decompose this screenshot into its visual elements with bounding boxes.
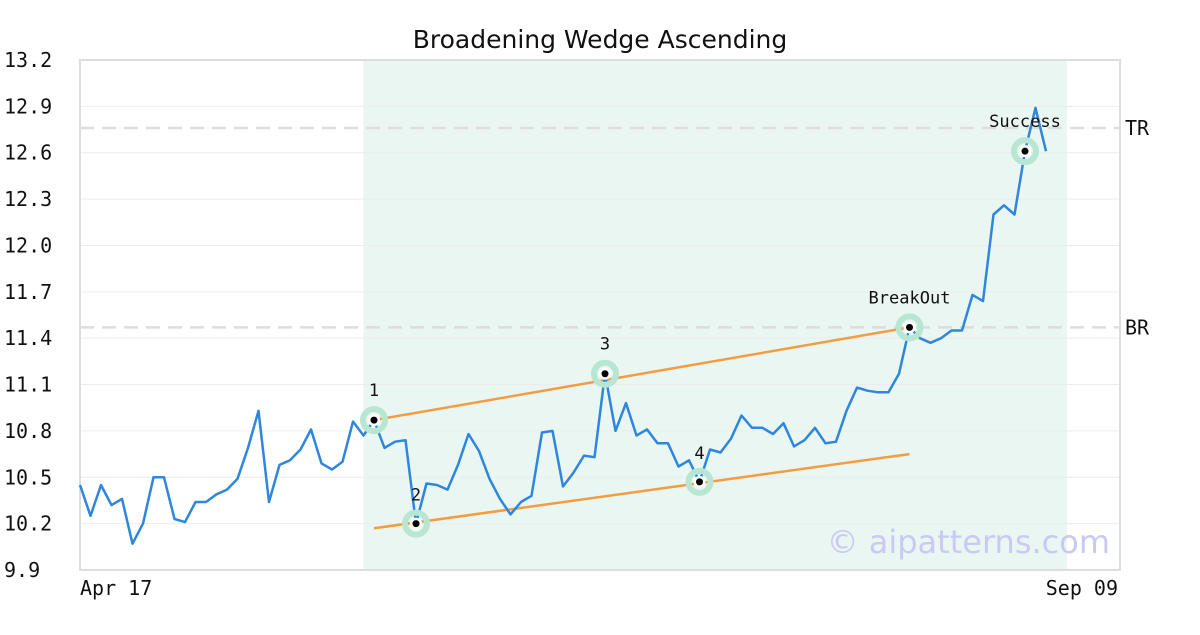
point-label: 3 (600, 335, 610, 355)
point-ring (402, 509, 430, 538)
trendlines (373, 326, 910, 530)
y-tick-label: 12.6 (4, 141, 52, 165)
point-dot (1021, 147, 1029, 155)
x-tick-label: Apr 17 (80, 576, 152, 600)
y-tick-label: 13.2 (4, 48, 52, 72)
y-tick-label: 10.2 (4, 512, 52, 536)
point-ring (1011, 137, 1039, 166)
series (78, 106, 1048, 545)
y-tick-label: 12.9 (4, 94, 52, 118)
point-dot (906, 323, 913, 331)
point-dot (601, 370, 609, 378)
y-tick-label: 9.9 (4, 558, 40, 582)
y-tick-label: 10.5 (4, 465, 52, 489)
trendline (373, 452, 910, 530)
x-tick-label: Sep 09 (1046, 576, 1118, 600)
y-tick-label: 11.1 (4, 373, 52, 397)
point-label: 2 (411, 486, 421, 506)
pattern-points: 1 2 3 4 BreakOut Success (360, 112, 1061, 538)
point-label: BreakOut (869, 288, 951, 308)
chart-title: Broadening Wedge Ascending (413, 25, 788, 54)
price-line (78, 106, 1048, 545)
point-label: 4 (694, 444, 704, 464)
point-label: 1 (369, 381, 379, 401)
level-label: TR (1125, 116, 1150, 140)
point-ring (591, 359, 619, 388)
point-ring (360, 406, 388, 435)
y-axis: 9.9 10.2 10.5 10.8 11.1 11.4 11.7 12.0 12.3 12.6 1… (4, 48, 52, 582)
level-lines: TR BR (80, 116, 1150, 339)
y-tick-label: 12.0 (4, 233, 52, 257)
trendline (373, 326, 910, 422)
point-dot (412, 520, 420, 528)
point-label: Success (989, 112, 1061, 132)
point-dot (370, 416, 378, 424)
level-label: BR (1125, 315, 1150, 339)
watermark: © aipatterns.com (827, 523, 1110, 561)
y-tick-label: 10.8 (4, 419, 52, 443)
point-ring (895, 313, 924, 342)
point-ring (685, 467, 714, 496)
y-tick-label: 12.3 (4, 187, 52, 211)
plot-frame (79, 59, 1121, 571)
pattern-highlight (363, 60, 1067, 570)
x-axis: Apr 17 Sep 09 (80, 576, 1118, 600)
y-tick-label: 11.7 (4, 280, 52, 304)
y-tick-label: 11.4 (4, 326, 52, 350)
point-dot (696, 478, 703, 486)
